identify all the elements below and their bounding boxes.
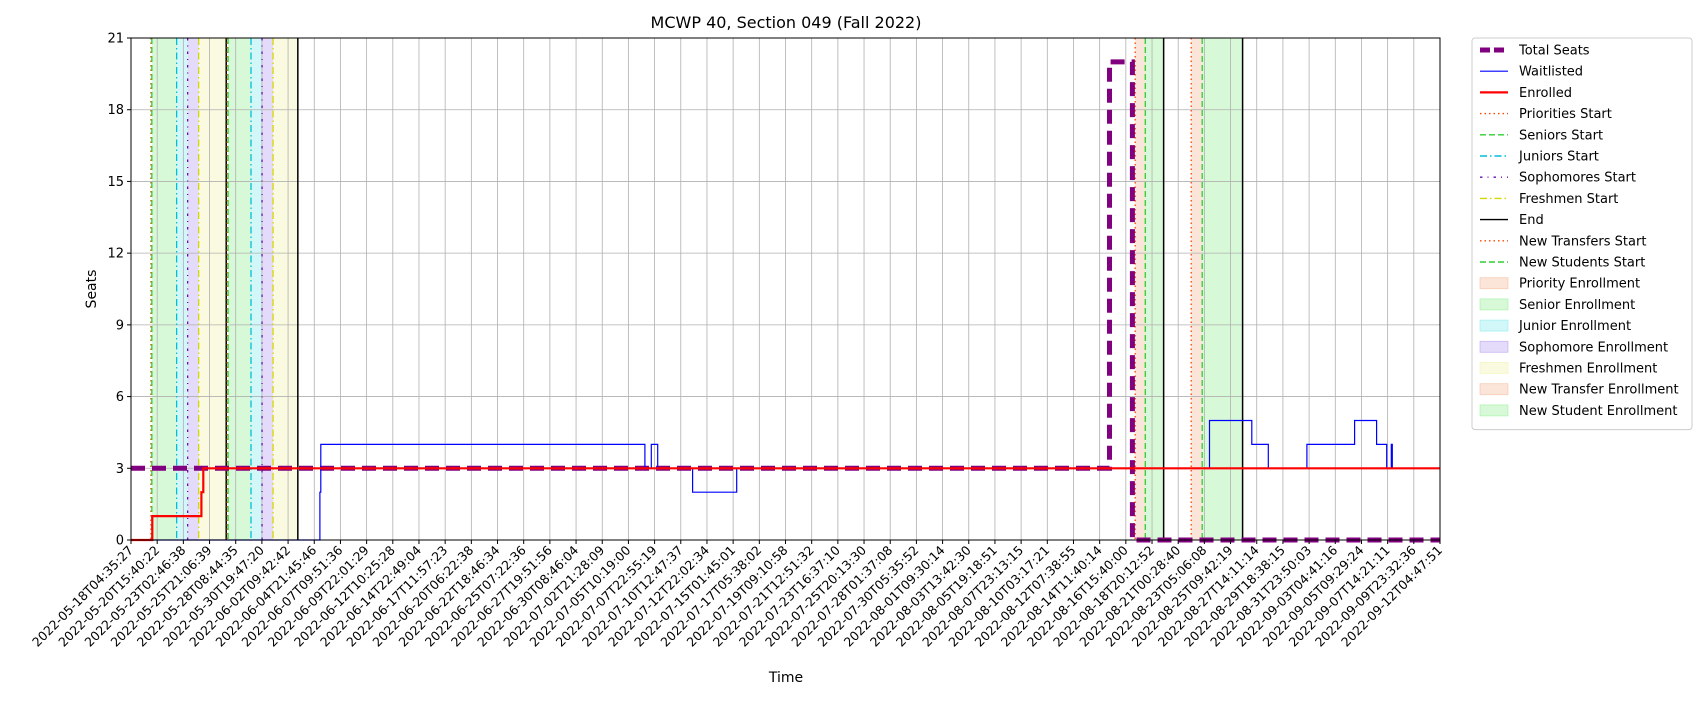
priority-enrollment-band [1135, 38, 1146, 540]
y-tick-label: 21 [107, 32, 124, 47]
y-tick-label: 0 [116, 534, 124, 549]
enrolled-series-line [131, 467, 1440, 542]
senior-enrollment-band [228, 38, 252, 540]
freshmen-enrollment-band [273, 38, 298, 540]
legend-label: New Student Enrollment [1519, 404, 1677, 419]
chart-title: MCWP 40, Section 049 (Fall 2022) [651, 13, 922, 32]
legend-item-juniors-start: Juniors Start [1480, 150, 1599, 165]
legend-label: New Transfers Start [1519, 234, 1646, 249]
legend-label: Juniors Start [1518, 150, 1599, 165]
sophomore-enrollment-band [262, 38, 274, 540]
legend-item-sophomore-enrollment: Sophomore Enrollment [1479, 340, 1668, 355]
legend-label: Junior Enrollment [1518, 319, 1631, 334]
legend-label: New Students Start [1519, 256, 1645, 271]
grid-lines [130, 37, 1441, 541]
y-tick-label: 12 [107, 247, 124, 262]
legend-swatch [1479, 340, 1509, 353]
y-axis-ticks: 0 3 6 9 12 15 18 21 [107, 32, 131, 549]
legend-label: Priority Enrollment [1519, 277, 1640, 292]
legend-item-enrolled: Enrolled [1480, 86, 1572, 101]
legend-swatch [1479, 319, 1509, 332]
period-markers [150, 38, 1244, 540]
legend: Total Seats Waitlisted Enrolled Priorities … [1471, 37, 1693, 431]
legend-item-waitlisted: Waitlisted [1480, 65, 1583, 80]
legend-item-new-transfer-enrollment: New Transfer Enrollment [1479, 383, 1679, 398]
legend-item-priority-enrollment: Priority Enrollment [1479, 277, 1640, 292]
y-axis-label: Seats [84, 270, 100, 309]
legend-label: Sophomores Start [1519, 171, 1636, 186]
legend-label: Priorities Start [1519, 107, 1612, 122]
legend-item-sophomores-start: Sophomores Start [1480, 171, 1636, 186]
y-tick-label: 15 [107, 175, 124, 190]
senior-enrollment-band [151, 38, 177, 540]
legend-item-new-students-start: New Students Start [1480, 256, 1645, 271]
legend-label: New Transfer Enrollment [1519, 383, 1679, 398]
legend-item-seniors-start: Seniors Start [1480, 128, 1603, 143]
legend-label: Sophomore Enrollment [1519, 340, 1668, 355]
legend-swatch [1479, 277, 1509, 290]
legend-item-end: End [1480, 213, 1544, 228]
legend-label: End [1519, 213, 1544, 228]
legend-label: Waitlisted [1519, 65, 1583, 80]
legend-box [1471, 37, 1693, 431]
legend-item-junior-enrollment: Junior Enrollment [1479, 319, 1631, 334]
legend-label: Enrolled [1519, 86, 1572, 101]
y-tick-label: 18 [107, 103, 124, 118]
legend-item-freshmen-start: Freshmen Start [1480, 192, 1618, 207]
legend-swatch [1479, 404, 1509, 417]
legend-label: Seniors Start [1519, 128, 1603, 143]
legend-item-new-transfers-start: New Transfers Start [1480, 234, 1646, 249]
new-student-enrollment-band [1202, 38, 1243, 540]
y-tick-label: 6 [116, 390, 124, 405]
legend-label: Freshmen Enrollment [1519, 362, 1657, 377]
legend-label: Freshmen Start [1519, 192, 1618, 207]
legend-item-total-seats: Total Seats [1480, 44, 1590, 59]
enrollment-periods [151, 38, 1243, 540]
senior-enrollment-band [1145, 38, 1164, 540]
legend-item-new-student-enrollment: New Student Enrollment [1479, 404, 1677, 419]
legend-item-freshmen-enrollment: Freshmen Enrollment [1479, 362, 1657, 377]
legend-swatch [1479, 362, 1509, 374]
legend-swatch [1479, 383, 1509, 396]
x-axis-ticks: 2022-05-18T04:35:272022-05-20T15:40:2220… [29, 540, 1445, 650]
sophomore-enrollment-band [187, 38, 199, 540]
legend-swatch [1479, 298, 1509, 311]
junior-enrollment-band [251, 38, 263, 540]
legend-label: Total Seats [1518, 44, 1590, 59]
y-tick-label: 9 [116, 318, 124, 333]
new-transfer-enrollment-band [1191, 38, 1203, 540]
legend-item-senior-enrollment: Senior Enrollment [1479, 298, 1635, 313]
junior-enrollment-band [176, 38, 188, 540]
y-tick-label: 3 [116, 462, 124, 477]
legend-item-priorities-start: Priorities Start [1480, 107, 1612, 122]
x-axis-label: Time [768, 670, 803, 686]
waitlisted-series-line [131, 419, 1440, 541]
freshmen-enrollment-band [198, 38, 227, 540]
legend-label: Senior Enrollment [1519, 298, 1635, 313]
